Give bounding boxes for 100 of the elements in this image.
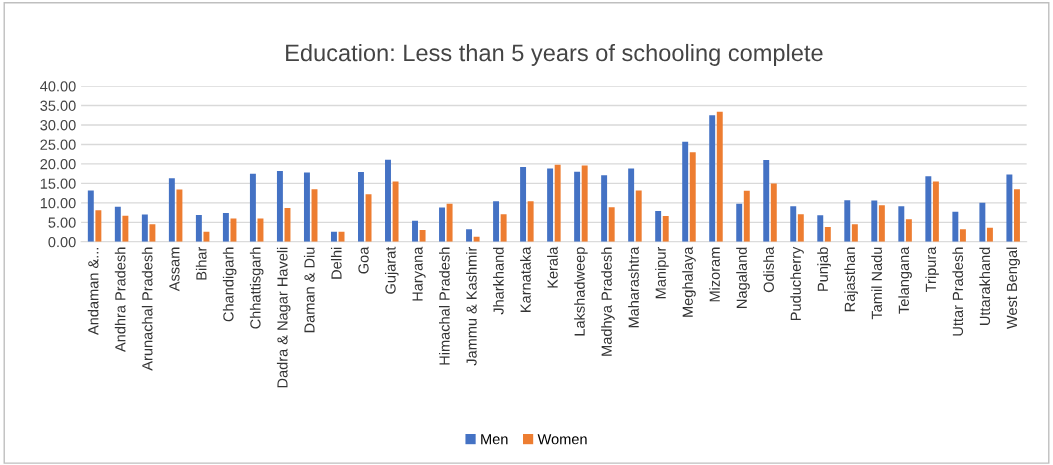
bar xyxy=(1013,189,1020,242)
bar xyxy=(446,203,453,242)
bar xyxy=(797,214,804,242)
x-tick-label: Puducherry xyxy=(790,246,804,321)
bar xyxy=(925,176,932,242)
x-tick-label: Assam xyxy=(169,247,180,292)
bar xyxy=(1006,174,1013,242)
bar xyxy=(168,178,175,242)
bar xyxy=(527,201,534,242)
x-tick-label: Punjab xyxy=(817,247,831,291)
chart-title: Education: Less than 5 years of schooling complete xyxy=(286,43,823,66)
bar xyxy=(365,194,372,242)
bar xyxy=(689,152,696,242)
x-tick-label: Meghalaya xyxy=(682,246,696,317)
x-tick-label: Daman & Diu xyxy=(303,247,315,333)
bar xyxy=(716,111,723,242)
y-tick-label: 30.00 xyxy=(40,120,76,131)
x-tick-label: Dadra & Nagar Haveli xyxy=(276,247,291,388)
y-tick-label: 40.00 xyxy=(40,81,76,92)
x-tick-label: Chhattisgarh xyxy=(249,247,264,329)
x-tick-label: Odisha xyxy=(763,246,774,293)
bar xyxy=(878,205,885,242)
x-tick-label: Karnataka xyxy=(520,246,531,312)
x-tick-label: Tripura xyxy=(925,246,939,292)
bar xyxy=(330,231,337,242)
bar xyxy=(95,210,102,242)
bar xyxy=(905,219,912,242)
bar xyxy=(790,206,797,242)
bar xyxy=(635,190,642,242)
bar xyxy=(439,207,445,242)
bar xyxy=(122,215,129,242)
legend-label: Men xyxy=(481,434,508,445)
y-tick-label: 10.00 xyxy=(40,197,76,209)
bar xyxy=(392,181,399,242)
bar xyxy=(709,115,716,242)
bar xyxy=(195,214,202,242)
x-tick-label: West Bengal xyxy=(1006,247,1020,330)
bar xyxy=(898,206,905,242)
bar xyxy=(736,203,743,242)
bar xyxy=(770,183,777,242)
bar xyxy=(141,214,148,242)
bar xyxy=(628,168,635,242)
x-tick-label: Manipur xyxy=(655,246,669,299)
bar xyxy=(655,211,662,242)
bar xyxy=(493,201,500,242)
y-tick-label: 0.00 xyxy=(48,236,76,248)
legend-label: Women xyxy=(537,434,587,445)
x-tick-label: Goa xyxy=(358,246,369,274)
bar xyxy=(114,206,121,242)
x-tick-label: Mizoram xyxy=(709,247,720,302)
x-tick-label: Chandigarh xyxy=(222,247,237,322)
x-tick-label: Andhra Pradesh xyxy=(114,247,126,353)
bar xyxy=(149,224,156,242)
x-tick-label: Haryana xyxy=(412,246,426,301)
x-tick-label: Madhya Pradesh xyxy=(601,247,615,356)
bar xyxy=(358,172,364,242)
x-tick-label: Telangana xyxy=(898,246,912,314)
y-tick-label: 15.00 xyxy=(40,178,76,189)
bar xyxy=(952,211,959,242)
x-tick-label: Jammu & Kashmir xyxy=(466,246,477,366)
y-tick-label: 35.00 xyxy=(40,100,76,111)
x-tick-label: Kerala xyxy=(547,246,558,288)
bar xyxy=(87,190,94,242)
bar xyxy=(743,190,750,242)
bar xyxy=(222,212,229,242)
x-tick-label: Rajasthan xyxy=(844,247,858,312)
bar xyxy=(554,164,561,242)
bar xyxy=(203,231,210,242)
bar xyxy=(520,167,527,242)
bar xyxy=(871,200,878,242)
bar xyxy=(851,224,858,242)
x-tick-label: Jharkhand xyxy=(493,247,504,315)
bar xyxy=(385,159,391,242)
x-tick-label: Himachal Pradesh xyxy=(439,247,450,365)
bar xyxy=(303,172,310,242)
bar xyxy=(249,173,256,242)
bar xyxy=(466,229,473,242)
bar xyxy=(608,207,615,242)
bar xyxy=(662,216,669,242)
bar xyxy=(547,168,554,242)
bar xyxy=(763,160,770,242)
y-tick-label: 5.00 xyxy=(48,217,76,228)
bar xyxy=(176,189,183,242)
bar xyxy=(601,175,608,242)
x-tick-label: Uttarakhand xyxy=(979,247,991,325)
bar xyxy=(412,220,418,242)
x-tick-label: Tamil Nadu xyxy=(871,247,882,320)
bar xyxy=(979,202,986,242)
bar xyxy=(844,200,851,242)
x-tick-label: Arunachal Pradesh xyxy=(141,247,153,371)
bar xyxy=(959,229,966,242)
bar xyxy=(932,181,939,242)
x-tick-label: Gujarat xyxy=(384,246,399,294)
x-tick-label: Bihar xyxy=(195,246,207,280)
y-tick-label: 20.00 xyxy=(40,159,76,170)
x-tick-label: Nagaland xyxy=(736,247,750,308)
bar xyxy=(817,215,824,242)
x-tick-label: Andaman &... xyxy=(87,247,99,335)
bar xyxy=(824,227,831,242)
bar xyxy=(276,170,283,242)
